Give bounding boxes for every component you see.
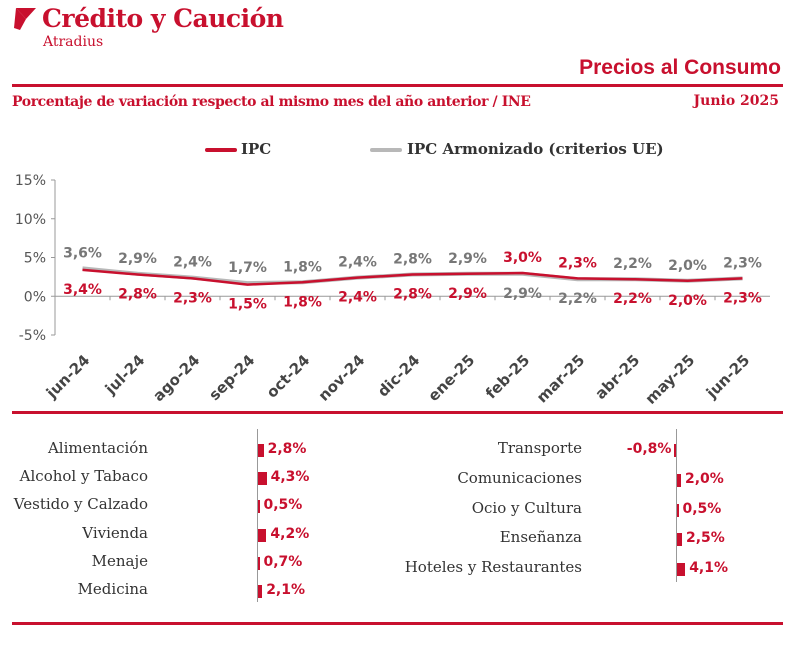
data-label-ipca: 2,2%	[613, 256, 652, 272]
chart-subtitle: Porcentaje de variación respecto al mism…	[12, 94, 531, 110]
category-axis-line	[676, 429, 677, 582]
y-tick-label: -5%	[19, 328, 46, 344]
x-tick-label: jun-25	[702, 351, 753, 402]
data-label-ipca: 2,4%	[173, 255, 212, 271]
footer-divider	[12, 622, 783, 625]
section-divider	[12, 411, 783, 414]
data-label-ipc: 2,0%	[668, 293, 707, 309]
category-value: 0,5%	[682, 500, 722, 517]
category-label: Medicina	[77, 580, 148, 598]
data-label-ipca: 2,9%	[448, 251, 487, 267]
x-tick-label: jun-24	[42, 351, 93, 402]
category-label: Transporte	[497, 439, 582, 457]
category-bar	[677, 563, 686, 577]
category-bar	[677, 503, 679, 517]
category-bar	[258, 472, 267, 486]
data-label-ipca: 2,3%	[723, 255, 762, 271]
data-label-ipca: 1,8%	[283, 259, 322, 275]
data-label-ipc: 2,3%	[173, 290, 212, 306]
x-tick-label: ene-25	[424, 351, 478, 405]
data-label-ipca: 2,4%	[338, 255, 377, 271]
data-label-ipca: 2,9%	[503, 286, 542, 302]
category-label: Alcohol y Tabaco	[19, 467, 148, 486]
category-bar	[258, 528, 267, 542]
y-tick-label: 15%	[15, 173, 46, 189]
legend-swatch-ipca	[370, 148, 402, 152]
category-bar	[677, 533, 682, 547]
category-value: 2,1%	[266, 582, 306, 598]
legend-label-ipca: IPC Armonizado (criterios UE)	[407, 140, 664, 158]
category-bar	[258, 556, 260, 570]
brand-name: Crédito y Caución	[42, 4, 284, 33]
data-label-ipca: 2,2%	[558, 291, 597, 307]
data-label-ipc: 3,4%	[63, 282, 102, 298]
x-tick-label: may-25	[642, 351, 699, 408]
report-date: Junio 2025	[693, 93, 779, 109]
line-chart: 15% 10% 5% 0% -5% jun-24 jul-24 ago-24 sep-24 oct…	[15, 173, 770, 408]
category-label: Enseñanza	[499, 528, 582, 547]
x-tick-label: ago-24	[149, 351, 203, 405]
data-label-ipc: 2,9%	[448, 286, 487, 302]
category-label: Vivienda	[82, 523, 148, 542]
category-bar	[677, 473, 681, 487]
category-label: Vestido y Calzado	[13, 495, 148, 514]
data-label-ipc: 2,3%	[723, 290, 762, 306]
category-value: 4,2%	[270, 525, 310, 542]
category-value: 2,0%	[685, 470, 724, 487]
category-bar	[258, 500, 260, 514]
data-label-ipc: 2,8%	[393, 287, 432, 303]
category-bar	[258, 444, 264, 457]
category-value: 4,1%	[689, 560, 729, 577]
category-value: 2,8%	[267, 441, 307, 457]
x-tick-label: dic-24	[374, 351, 423, 400]
category-bar	[258, 585, 263, 598]
data-label-ipc: 1,5%	[228, 297, 267, 313]
data-label-ipc: 2,3%	[558, 255, 597, 271]
x-tick-label: feb-25	[482, 351, 533, 402]
data-label-ipca: 2,9%	[118, 251, 157, 267]
category-value: -0,8%	[626, 441, 672, 457]
category-breakdown: Alimentación 2,8% Alcohol y Tabaco 4,3% Vest…	[0, 425, 801, 615]
x-tick-label: jul-24	[101, 351, 148, 398]
page-title: Precios al Consumo	[579, 56, 781, 79]
y-tick-label: 0%	[24, 289, 46, 305]
legend: IPC IPC Armonizado (criterios UE)	[0, 140, 801, 164]
data-label-ipca: 2,0%	[668, 258, 707, 274]
data-label-ipc: 1,8%	[283, 294, 322, 310]
x-tick-label: mar-25	[533, 351, 588, 406]
x-tick-label: abr-25	[591, 351, 643, 403]
brand-sub: Atradius	[43, 34, 104, 50]
header-divider	[12, 84, 783, 87]
x-tick-label: oct-24	[263, 351, 314, 402]
data-label-ipc: 2,4%	[338, 290, 377, 306]
legend-swatch-ipc	[205, 148, 237, 152]
category-value: 4,3%	[270, 469, 310, 486]
category-value: 0,5%	[263, 497, 303, 514]
data-label-ipc: 2,2%	[613, 291, 652, 307]
category-bar	[674, 444, 676, 457]
data-label-ipca: 3,6%	[63, 245, 102, 261]
category-label: Ocio y Cultura	[471, 498, 582, 517]
category-label: Comunicaciones	[457, 468, 582, 487]
series-line-ipc	[82, 268, 743, 286]
x-tick-label: nov-24	[315, 351, 369, 405]
category-label: Alimentación	[47, 439, 148, 457]
data-label-ipc: 3,0%	[503, 250, 542, 266]
data-label-ipca: 1,7%	[228, 260, 267, 276]
x-tick-label: sep-24	[205, 351, 258, 404]
category-label: Menaje	[91, 551, 148, 570]
data-label-ipca: 2,8%	[393, 252, 432, 268]
y-tick-label: 10%	[15, 212, 46, 228]
data-label-ipc: 2,8%	[118, 287, 157, 303]
category-value: 2,5%	[686, 530, 725, 547]
category-label: Hoteles y Restaurantes	[404, 558, 582, 577]
y-tick-label: 5%	[24, 251, 46, 267]
category-value: 0,7%	[263, 553, 303, 570]
atradius-logo-icon	[14, 8, 36, 30]
category-axis-line	[257, 429, 258, 603]
legend-label-ipc: IPC	[241, 140, 272, 158]
